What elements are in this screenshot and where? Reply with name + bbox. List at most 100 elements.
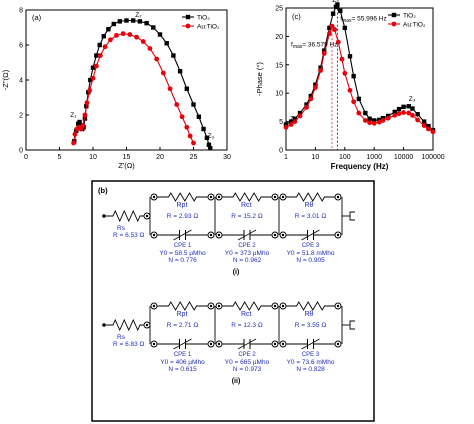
data-point xyxy=(108,37,113,43)
data-point xyxy=(330,11,336,16)
data-point xyxy=(88,77,93,83)
x-tick-label: 10000 xyxy=(394,154,414,161)
circuit-node-dot xyxy=(217,233,221,237)
data-point xyxy=(392,112,398,118)
nyquist-plot: 0 5 10 15 20 25 30 0 2 4 6 8 Z'(Ω) -Z''(Ω) (a) TiO₂ Au:T… xyxy=(1,8,231,171)
circuit-node-dot xyxy=(217,342,221,346)
cpe-n: N = 0.962 xyxy=(233,257,262,264)
data-point xyxy=(87,88,93,93)
cpe-arrow xyxy=(173,229,192,241)
circuit-node-dot xyxy=(145,214,149,218)
cpe-label: CPE 1 xyxy=(174,352,192,358)
circuit-terminal-right xyxy=(349,211,355,221)
data-point xyxy=(342,25,347,31)
legend-marker xyxy=(185,14,191,20)
data-point xyxy=(371,120,377,126)
data-point xyxy=(297,110,303,116)
data-point xyxy=(114,32,119,38)
data-point xyxy=(93,63,99,69)
data-point xyxy=(363,110,368,116)
rs-resistor xyxy=(106,209,145,223)
stage-r: R = 12.3 Ω xyxy=(231,322,263,329)
circuit-node-dot xyxy=(152,342,156,346)
data-point xyxy=(292,116,298,121)
circuit-node-dot xyxy=(281,233,285,237)
data-point xyxy=(421,119,427,124)
data-point xyxy=(308,93,314,99)
data-point xyxy=(356,110,362,116)
circuit-node-dot xyxy=(152,195,156,199)
data-point xyxy=(329,23,335,29)
x-axis-label: Z'(Ω) xyxy=(118,161,135,170)
data-point xyxy=(335,2,340,7)
data-point xyxy=(332,27,338,32)
circuit-node-dot xyxy=(145,323,149,327)
y-tick-label: 4 xyxy=(19,78,23,85)
data-point xyxy=(380,118,386,123)
series-line xyxy=(73,33,194,144)
data-point xyxy=(367,116,372,121)
data-point xyxy=(356,96,362,102)
data-point xyxy=(151,25,156,30)
data-point xyxy=(318,65,323,70)
data-point xyxy=(288,119,294,124)
y-tick-label: 0 xyxy=(19,148,23,155)
circuit-node-dot xyxy=(336,342,340,346)
circuit-node-dot xyxy=(336,304,340,308)
data-point xyxy=(72,131,78,137)
data-point xyxy=(171,53,176,58)
data-point xyxy=(426,123,431,129)
data-point xyxy=(78,126,84,132)
circuit-node-dot xyxy=(209,195,213,199)
stage-name: Rpt xyxy=(177,202,188,209)
cpe-n: N = 0.615 xyxy=(168,366,197,373)
annotation-z1: Z₁ xyxy=(70,112,77,119)
legend-marker xyxy=(185,23,191,29)
data-point xyxy=(137,19,143,24)
data-point xyxy=(367,120,373,126)
cpe-n: N = 0.776 xyxy=(168,257,197,264)
resistor xyxy=(286,192,335,202)
data-point xyxy=(204,135,210,140)
circuit-label: (i) xyxy=(233,269,240,276)
stage-name: Rθ xyxy=(305,311,314,318)
data-point xyxy=(90,75,96,81)
data-point xyxy=(342,70,348,76)
x-tick-label: 30 xyxy=(223,154,231,161)
data-point xyxy=(297,113,303,119)
circuit-node-dot xyxy=(281,342,285,346)
data-point xyxy=(147,46,153,51)
cpe-arrow xyxy=(237,338,257,350)
x-tick-label: 15 xyxy=(123,154,131,161)
data-point xyxy=(335,39,341,45)
data-point xyxy=(120,31,126,37)
circuit-node-dot xyxy=(273,304,277,308)
data-point xyxy=(322,48,327,53)
data-point xyxy=(117,19,122,24)
stage-name: Rpt xyxy=(177,311,188,318)
y-axis-label: -Z''(Ω) xyxy=(1,69,10,90)
legend-label: TiO₂ xyxy=(403,13,416,20)
y-tick-label: 6 xyxy=(19,43,23,50)
annotation-z1: Z₁ xyxy=(290,115,297,122)
data-point xyxy=(208,146,213,151)
data-point xyxy=(80,123,86,128)
circuit-label: (ii) xyxy=(232,378,241,385)
panel-b-label: (b) xyxy=(98,186,108,195)
x-tick-label: 20 xyxy=(156,154,164,161)
legend-label: Au:TiO₂ xyxy=(197,24,220,31)
data-point xyxy=(187,133,193,139)
data-point xyxy=(90,65,96,70)
data-point xyxy=(392,109,397,115)
data-point xyxy=(410,112,415,118)
data-point xyxy=(71,140,76,146)
data-point xyxy=(338,8,343,14)
data-point xyxy=(313,85,318,90)
stage-name: Rθ xyxy=(305,202,314,209)
panel-b-frame xyxy=(91,180,375,422)
stage-r: R = 3.55 Ω xyxy=(295,322,327,329)
data-point xyxy=(406,110,412,116)
data-point xyxy=(206,142,212,147)
stage-name: Rct xyxy=(241,311,252,318)
